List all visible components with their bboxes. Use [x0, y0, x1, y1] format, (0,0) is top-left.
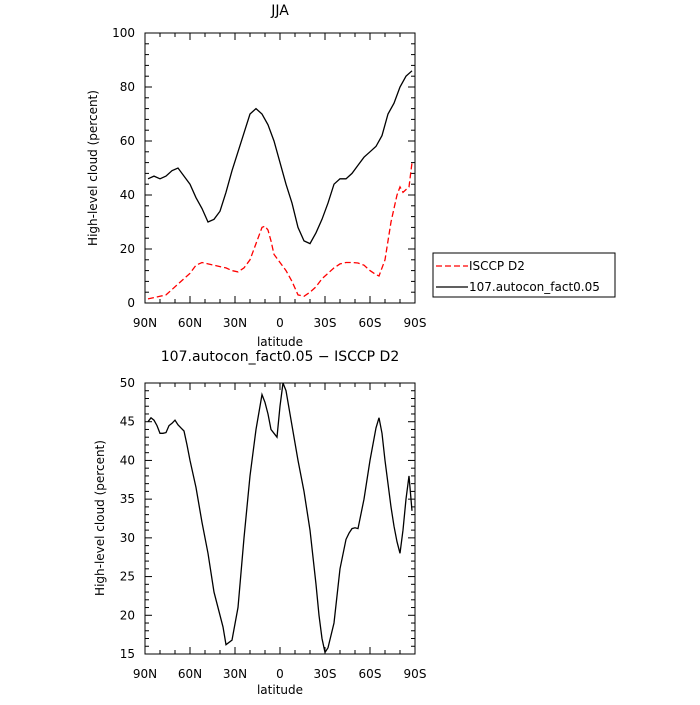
legend: ISCCP D2 107.autocon_fact0.05 — [432, 252, 616, 298]
top-series-line-model — [147, 70, 413, 245]
top-x-tick-label: 30S — [314, 316, 337, 330]
bottom-y-tick-label: 35 — [120, 492, 135, 506]
bottom-y-tick-label: 25 — [120, 570, 135, 584]
bottom-x-tick-label: 30N — [223, 667, 247, 681]
top-x-axis-title: latitude — [257, 335, 303, 349]
top-y-tick-label: 100 — [112, 26, 135, 40]
top-y-tick-label: 20 — [120, 242, 135, 256]
bottom-x-tick-label: 30S — [314, 667, 337, 681]
bottom-y-axis-title: High-level cloud (percent) — [93, 440, 107, 596]
top-panel-title: JJA — [270, 3, 289, 19]
bottom-x-tick-label: 90N — [133, 667, 157, 681]
bottom-plot-area: 90N 60N 30N 0 30S 60S 90S 15 20 25 30 35 40 45 50 — [120, 376, 427, 681]
bottom-x-tick-label: 0 — [276, 667, 284, 681]
bottom-panel-title: 107.autocon_fact0.05 − ISCCP D2 — [161, 349, 399, 365]
top-x-tick-label: 0 — [276, 316, 284, 330]
legend-label-isccp: ISCCP D2 — [469, 259, 525, 273]
top-x-tick-label: 60N — [178, 316, 202, 330]
top-x-tick-label: 30N — [223, 316, 247, 330]
top-y-tick-label: 40 — [120, 188, 135, 202]
legend-box — [432, 252, 616, 298]
bottom-x-tick-label: 60N — [178, 667, 202, 681]
top-y-tick-label: 80 — [120, 80, 135, 94]
top-series-line-isccp — [147, 162, 413, 300]
top-x-tick-label: 90N — [133, 316, 157, 330]
top-y-tick-label: 0 — [127, 296, 135, 310]
bottom-y-tick-label: 40 — [120, 453, 135, 467]
bottom-y-tick-label: 20 — [120, 608, 135, 622]
top-y-axis-title: High-level cloud (percent) — [86, 90, 100, 246]
bottom-x-tick-label: 60S — [359, 667, 382, 681]
top-x-tick-label: 60S — [359, 316, 382, 330]
bottom-y-tick-label: 15 — [120, 647, 135, 661]
top-plot-area: 90N 60N 30N 0 30S 60S 90S 0 20 40 60 80 100 — [112, 26, 426, 330]
top-x-tick-label: 90S — [404, 316, 427, 330]
bottom-y-tick-label: 30 — [120, 531, 135, 545]
bottom-series-line-model — [147, 382, 413, 655]
bottom-plot-frame — [144, 382, 416, 655]
bottom-x-axis-title: latitude — [257, 683, 303, 697]
bottom-y-tick-label: 50 — [120, 376, 135, 390]
top-y-tick-label: 60 — [120, 134, 135, 148]
bottom-x-tick-label: 90S — [404, 667, 427, 681]
legend-label-model: 107.autocon_fact0.05 — [469, 280, 600, 294]
bottom-y-tick-label: 45 — [120, 415, 135, 429]
